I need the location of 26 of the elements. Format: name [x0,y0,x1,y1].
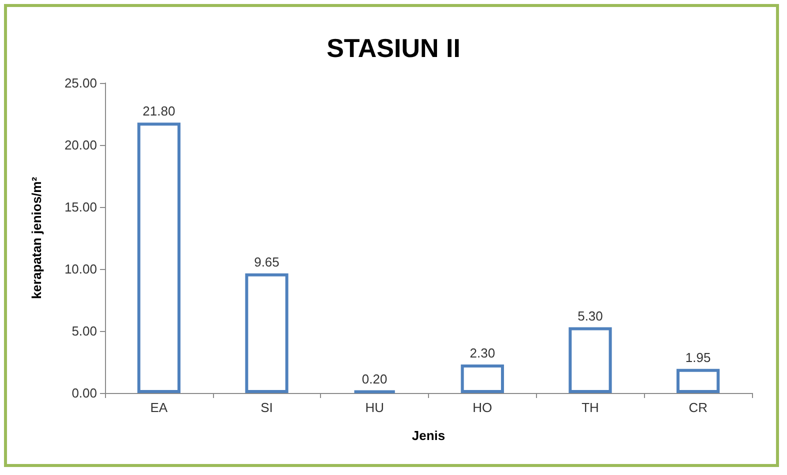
bar [245,273,288,393]
x-tick-label: SI [260,400,273,415]
bar [676,368,720,393]
x-axis-title: Jenis [412,428,446,443]
data-label: 0.20 [362,371,388,386]
data-label: 1.95 [685,350,711,365]
y-tick-label: 20.00 [64,138,97,152]
y-tick-label: 5.00 [72,324,97,338]
x-tick-label: HU [365,400,384,415]
y-axis-title: kerapatan jenios/m² [29,176,44,300]
y-tick-label: 25.00 [64,76,97,90]
x-tick-label: HO [472,400,492,415]
chart-title: STASIUN II [326,33,460,63]
bar [137,122,180,393]
data-label: 21.80 [142,104,176,119]
x-tick-label: CR [688,400,708,415]
y-tick-label: 15.00 [64,200,97,214]
y-tick-label: 10.00 [64,262,97,276]
data-label: 2.30 [470,345,496,360]
x-tick-label: TH [582,400,599,415]
y-tick-label: 0.00 [72,386,97,400]
bar [568,327,612,393]
x-tick-label: EA [150,400,168,415]
data-label: 9.65 [254,254,280,270]
data-label: 5.30 [578,308,603,324]
bar [460,364,504,393]
